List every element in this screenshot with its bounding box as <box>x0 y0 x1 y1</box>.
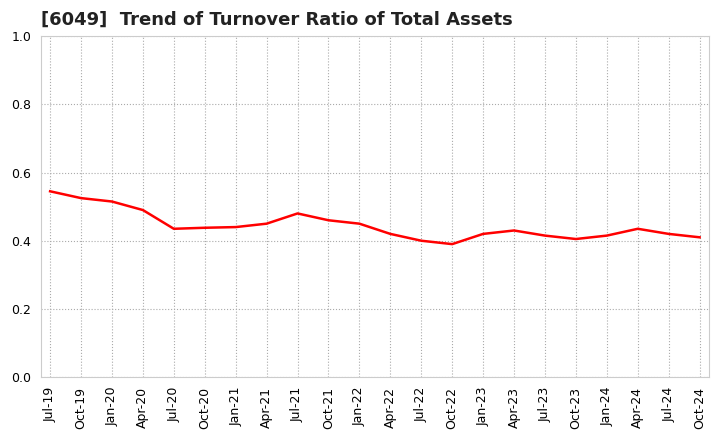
Text: [6049]  Trend of Turnover Ratio of Total Assets: [6049] Trend of Turnover Ratio of Total … <box>41 11 513 29</box>
